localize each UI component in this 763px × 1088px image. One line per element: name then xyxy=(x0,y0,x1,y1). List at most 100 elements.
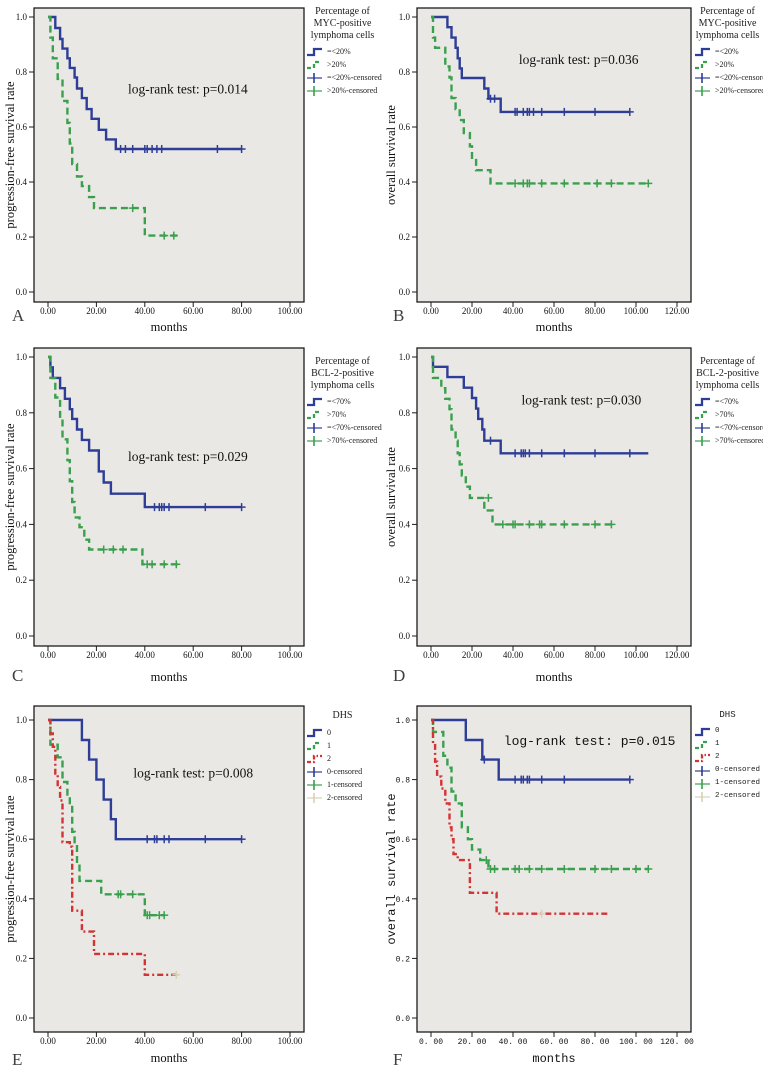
svg-text:0.2: 0.2 xyxy=(16,232,27,242)
legend-item: =<70% xyxy=(306,396,379,408)
legend-item-label: >70%-censored xyxy=(715,436,763,446)
legend-item-label: =<70%-censored xyxy=(715,423,763,433)
svg-text:40.00: 40.00 xyxy=(503,306,524,316)
km-plot-f: 0.0 0.2 0.4 0.6 0.8 1.0 0. 00 20. 00 40. 00 60. 0… xyxy=(385,705,694,1066)
legend-item-label: 0 xyxy=(327,727,331,737)
legend-item-label: >20% xyxy=(715,60,735,70)
panel-letter-a: A xyxy=(12,306,25,325)
legend-item: =<20% xyxy=(306,46,379,58)
svg-text:0.6: 0.6 xyxy=(396,836,411,845)
legend-item-label: =<70%-censored xyxy=(327,423,382,433)
panel-b: 0.0 0.2 0.4 0.6 0.8 1.0 0.00 20.00 40.00 60.00 80.… xyxy=(381,0,763,340)
svg-text:0.8: 0.8 xyxy=(16,408,28,418)
legend-item-label: 2 xyxy=(715,752,720,761)
legend-item-label: 1 xyxy=(715,739,720,748)
legend-censor-glyph xyxy=(307,766,322,777)
svg-text:log-rank test: p=0.030: log-rank test: p=0.030 xyxy=(522,393,642,408)
legend-step-glyph xyxy=(307,741,322,750)
svg-text:0.0: 0.0 xyxy=(16,1013,28,1023)
legend-step-glyph xyxy=(307,754,322,763)
panel-a: 0.0 0.2 0.4 0.6 0.8 1.0 0.00 20.00 40.00 60.00 80.… xyxy=(0,0,382,340)
legend-censor-glyph xyxy=(307,73,322,84)
svg-text:100.00: 100.00 xyxy=(278,306,303,316)
svg-text:log-rank test: p=0.015: log-rank test: p=0.015 xyxy=(504,734,676,749)
svg-text:months: months xyxy=(536,670,573,684)
legend-item-label: >20%-censored xyxy=(715,86,763,96)
legend-d: Percentage of BCL-2-positive lymphoma ce… xyxy=(694,356,763,448)
svg-text:80. 00: 80. 00 xyxy=(581,1038,610,1047)
svg-text:0.0: 0.0 xyxy=(399,287,411,297)
legend-item-label: >20% xyxy=(327,60,347,70)
legend-item-label: 1 xyxy=(327,740,331,750)
legend-title: Percentage of MYC-positive lymphoma cell… xyxy=(695,6,760,41)
svg-text:0. 00: 0. 00 xyxy=(419,1038,443,1047)
svg-text:20.00: 20.00 xyxy=(86,1036,107,1046)
legend-step-glyph xyxy=(307,728,322,737)
svg-text:progression-free survival rate: progression-free survival rate xyxy=(3,423,17,571)
legend-item-label: =<70% xyxy=(327,397,351,407)
panel-f: 0.0 0.2 0.4 0.6 0.8 1.0 0. 00 20. 00 40. 00 60. 0… xyxy=(381,690,763,1088)
legend-item-label: 0-censored xyxy=(327,766,363,776)
legend-item-label: =<20% xyxy=(327,47,351,57)
svg-text:60.00: 60.00 xyxy=(183,650,204,660)
svg-text:0.6: 0.6 xyxy=(16,122,28,132)
svg-text:60. 00: 60. 00 xyxy=(540,1038,569,1047)
panel-letter-d: D xyxy=(393,666,406,685)
svg-text:0.00: 0.00 xyxy=(40,1036,56,1046)
legend-step-glyph xyxy=(695,411,710,420)
legend-item: 1 xyxy=(694,739,761,751)
legend-item: 0 xyxy=(694,726,761,738)
svg-text:months: months xyxy=(151,670,188,684)
legend-item: >70% xyxy=(694,409,761,421)
svg-text:1.0: 1.0 xyxy=(16,12,28,22)
svg-text:months: months xyxy=(151,1051,188,1065)
legend-step-glyph xyxy=(695,727,710,736)
legend-item: 2 xyxy=(694,752,761,764)
legend-item: =<70% xyxy=(694,396,761,408)
legend-item-label: =<20%-censored xyxy=(715,73,763,83)
svg-text:1.0: 1.0 xyxy=(16,715,28,725)
panel-letter-e: E xyxy=(12,1050,23,1069)
svg-text:overall survival rate: overall survival rate xyxy=(385,793,399,944)
svg-text:80.00: 80.00 xyxy=(231,1036,252,1046)
svg-text:1.0: 1.0 xyxy=(399,352,411,362)
legend-item-label: 1-censored xyxy=(327,779,363,789)
legend-item: 2-censored xyxy=(306,792,379,804)
legend-censor-glyph xyxy=(307,436,322,447)
svg-text:log-rank test: p=0.008: log-rank test: p=0.008 xyxy=(133,766,253,781)
legend-censor-glyph xyxy=(695,791,710,802)
svg-text:0.2: 0.2 xyxy=(16,953,27,963)
legend-item: >70%-censored xyxy=(306,435,379,447)
svg-text:60.00: 60.00 xyxy=(544,650,565,660)
svg-text:0.0: 0.0 xyxy=(16,287,28,297)
svg-text:0.00: 0.00 xyxy=(40,306,56,316)
svg-text:120. 00: 120. 00 xyxy=(660,1038,694,1047)
svg-text:20.00: 20.00 xyxy=(86,650,107,660)
svg-text:40. 00: 40. 00 xyxy=(499,1038,528,1047)
svg-text:80.00: 80.00 xyxy=(231,306,252,316)
svg-text:100.00: 100.00 xyxy=(278,1036,303,1046)
svg-text:0.4: 0.4 xyxy=(16,894,28,904)
legend-title: DHS xyxy=(332,710,353,721)
svg-text:40.00: 40.00 xyxy=(135,306,156,316)
svg-text:1.0: 1.0 xyxy=(16,352,28,362)
svg-text:120.00: 120.00 xyxy=(665,306,690,316)
legend-item: 1-censored xyxy=(694,778,761,790)
svg-text:0.0: 0.0 xyxy=(396,1015,411,1024)
svg-text:1.0: 1.0 xyxy=(399,12,411,22)
legend-item: =<70%-censored xyxy=(306,422,382,434)
svg-text:0.0: 0.0 xyxy=(16,631,28,641)
svg-text:0.2: 0.2 xyxy=(399,232,410,242)
legend-c: Percentage of BCL-2-positive lymphoma ce… xyxy=(306,356,382,448)
km-plot-d: 0.0 0.2 0.4 0.6 0.8 1.0 0.00 20.00 40.00 60.00 80.… xyxy=(384,347,692,684)
svg-text:0.6: 0.6 xyxy=(16,834,28,844)
panel-e: 0.0 0.2 0.4 0.6 0.8 1.0 0.00 20.00 40.00 60.00 80.… xyxy=(0,690,381,1088)
legend-item: 0-censored xyxy=(694,765,761,777)
legend-title: Percentage of MYC-positive lymphoma cell… xyxy=(310,6,375,41)
legend-item-label: 0 xyxy=(715,726,720,735)
legend-item-label: =<20%-censored xyxy=(327,73,382,83)
svg-text:1.0: 1.0 xyxy=(396,717,411,726)
legend-step-glyph xyxy=(695,398,710,407)
svg-text:100.00: 100.00 xyxy=(624,306,649,316)
